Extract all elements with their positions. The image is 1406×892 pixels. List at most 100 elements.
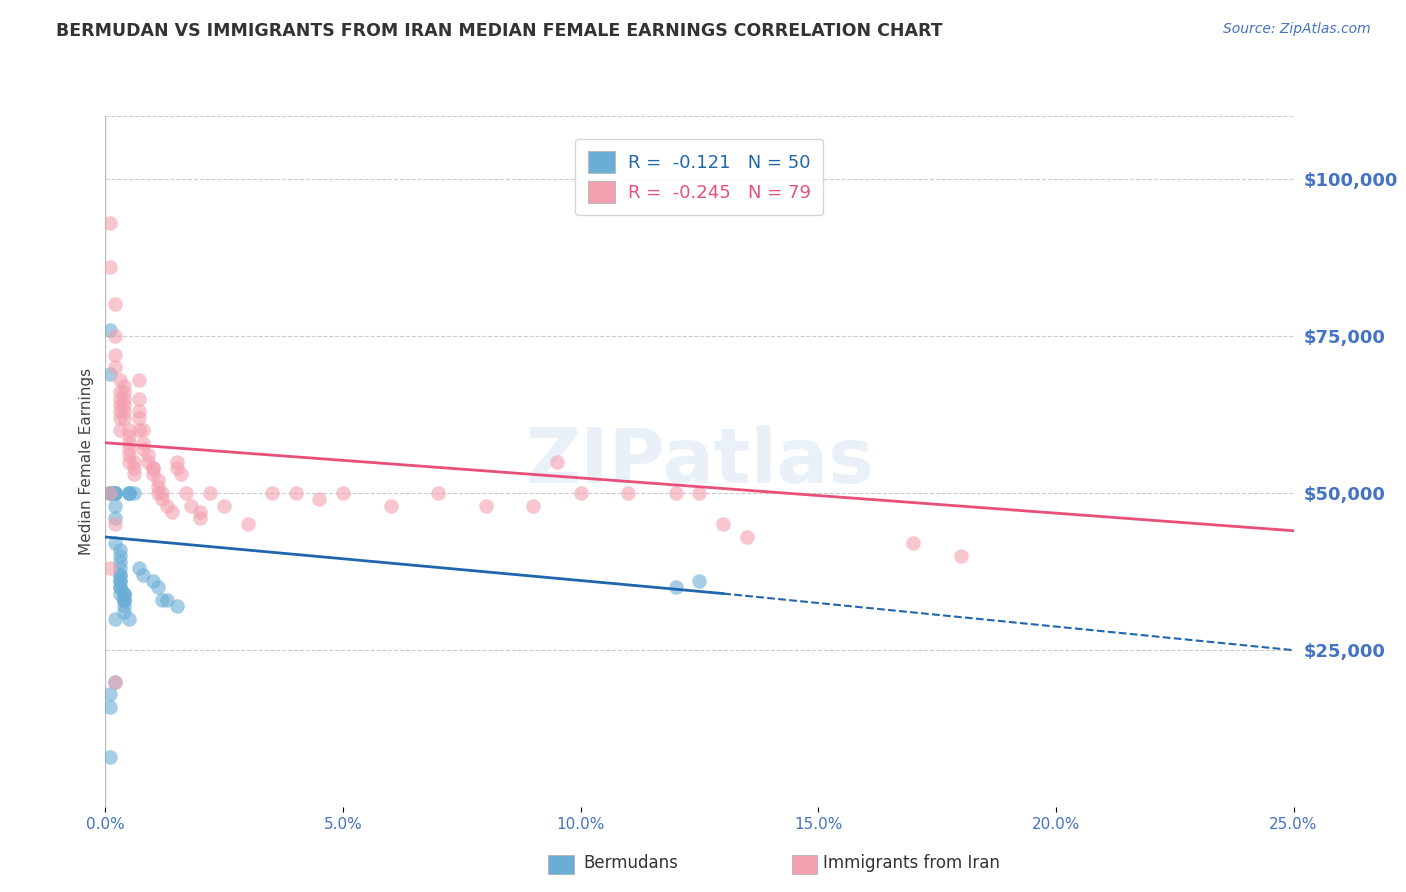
- Point: [284, 486, 307, 500]
- Point: [114, 404, 136, 418]
- Point: [122, 486, 145, 500]
- Point: [104, 486, 127, 500]
- Point: [166, 599, 188, 614]
- Text: BERMUDAN VS IMMIGRANTS FROM IRAN MEDIAN FEMALE EARNINGS CORRELATION CHART: BERMUDAN VS IMMIGRANTS FROM IRAN MEDIAN …: [56, 22, 943, 40]
- Point: [180, 499, 202, 513]
- Point: [166, 461, 188, 475]
- Point: [104, 517, 127, 532]
- Point: [146, 580, 169, 594]
- Point: [522, 499, 544, 513]
- Point: [108, 555, 131, 569]
- Point: [104, 329, 127, 343]
- Point: [949, 549, 972, 563]
- Point: [98, 699, 121, 714]
- Point: [114, 385, 136, 400]
- Point: [198, 486, 221, 500]
- Point: [114, 586, 136, 600]
- Point: [114, 593, 136, 607]
- Point: [104, 486, 127, 500]
- Point: [104, 486, 127, 500]
- Point: [569, 486, 592, 500]
- Point: [711, 517, 734, 532]
- Text: ZIPatlas: ZIPatlas: [526, 425, 873, 499]
- Point: [114, 593, 136, 607]
- Point: [108, 561, 131, 575]
- Point: [114, 379, 136, 393]
- Point: [128, 392, 150, 406]
- Point: [132, 567, 155, 582]
- Point: [108, 410, 131, 425]
- Point: [152, 593, 174, 607]
- Point: [98, 260, 121, 274]
- Point: [132, 423, 155, 437]
- Legend: R =  -0.121   N = 50, R =  -0.245   N = 79: R = -0.121 N = 50, R = -0.245 N = 79: [575, 139, 824, 215]
- Point: [380, 499, 402, 513]
- Point: [166, 455, 188, 469]
- Point: [128, 561, 150, 575]
- Text: Immigrants from Iran: Immigrants from Iran: [823, 855, 1000, 872]
- Point: [98, 687, 121, 701]
- Point: [114, 606, 136, 620]
- Point: [104, 499, 127, 513]
- Y-axis label: Median Female Earnings: Median Female Earnings: [79, 368, 94, 555]
- Point: [128, 423, 150, 437]
- Point: [108, 398, 131, 412]
- Point: [104, 486, 127, 500]
- Point: [114, 392, 136, 406]
- Point: [108, 580, 131, 594]
- Point: [114, 398, 136, 412]
- Point: [156, 593, 179, 607]
- Point: [118, 455, 141, 469]
- Text: Source: ZipAtlas.com: Source: ZipAtlas.com: [1223, 22, 1371, 37]
- Point: [104, 674, 127, 689]
- Point: [142, 574, 165, 588]
- Point: [108, 392, 131, 406]
- Point: [108, 574, 131, 588]
- Point: [104, 348, 127, 362]
- Point: [665, 580, 688, 594]
- Point: [170, 467, 193, 482]
- Point: [118, 442, 141, 456]
- Point: [98, 486, 121, 500]
- Point: [474, 499, 496, 513]
- Point: [122, 467, 145, 482]
- Point: [98, 323, 121, 337]
- Point: [108, 586, 131, 600]
- Point: [190, 511, 212, 525]
- Point: [98, 486, 121, 500]
- Point: [142, 461, 165, 475]
- Point: [108, 567, 131, 582]
- Point: [152, 492, 174, 507]
- Point: [427, 486, 450, 500]
- Text: Bermudans: Bermudans: [583, 855, 678, 872]
- Point: [308, 492, 330, 507]
- Point: [108, 542, 131, 557]
- Point: [108, 373, 131, 387]
- Point: [174, 486, 197, 500]
- Point: [98, 750, 121, 764]
- Point: [104, 674, 127, 689]
- Point: [104, 511, 127, 525]
- Point: [689, 486, 711, 500]
- Point: [114, 586, 136, 600]
- Point: [136, 448, 159, 462]
- Point: [617, 486, 640, 500]
- Point: [108, 549, 131, 563]
- Point: [98, 486, 121, 500]
- Point: [108, 385, 131, 400]
- Point: [128, 373, 150, 387]
- Point: [104, 536, 127, 550]
- Point: [108, 574, 131, 588]
- Point: [136, 455, 159, 469]
- Point: [689, 574, 711, 588]
- Point: [98, 486, 121, 500]
- Point: [118, 423, 141, 437]
- Point: [260, 486, 283, 500]
- Point: [114, 593, 136, 607]
- Point: [142, 467, 165, 482]
- Point: [104, 360, 127, 375]
- Point: [104, 297, 127, 311]
- Point: [146, 480, 169, 494]
- Point: [122, 461, 145, 475]
- Point: [903, 536, 925, 550]
